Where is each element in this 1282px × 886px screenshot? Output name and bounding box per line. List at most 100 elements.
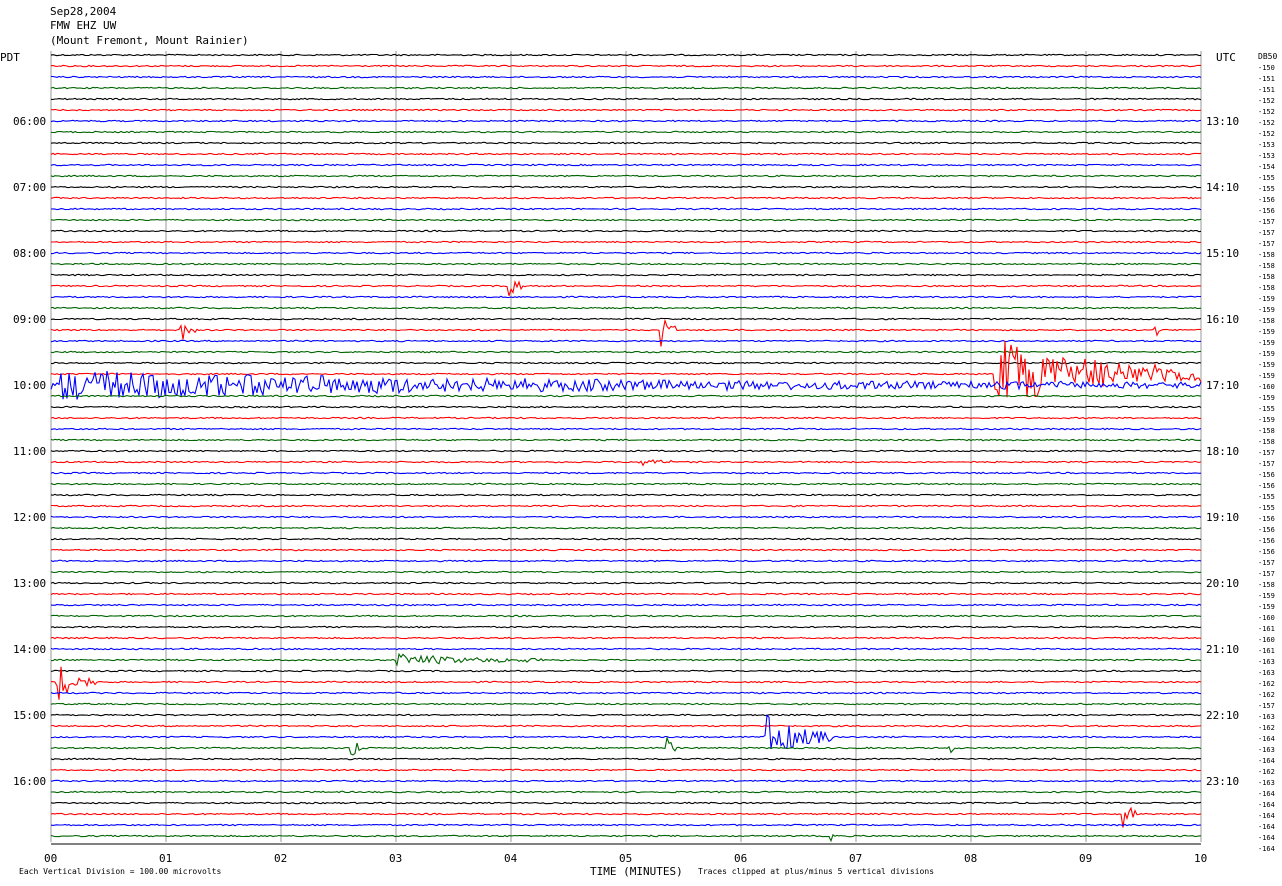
trace-line bbox=[50, 64, 1201, 68]
trace-line bbox=[50, 427, 1202, 431]
trace-line bbox=[50, 174, 1201, 178]
x-tick-label: 09 bbox=[1079, 852, 1092, 865]
trace-line bbox=[50, 141, 1202, 145]
db-value: -158 bbox=[1258, 262, 1275, 270]
trace-line bbox=[50, 801, 1202, 805]
db-value: -164 bbox=[1258, 735, 1275, 743]
db-value: -155 bbox=[1258, 405, 1275, 413]
db-value: -163 bbox=[1258, 746, 1275, 754]
left-time-label: 12:00 bbox=[13, 511, 46, 524]
trace-line bbox=[50, 240, 1202, 244]
right-time-label: 23:10 bbox=[1206, 775, 1239, 788]
trace-line bbox=[50, 713, 1202, 717]
db-value: -159 bbox=[1258, 306, 1275, 314]
trace-line bbox=[50, 273, 1202, 277]
trace-line bbox=[50, 614, 1202, 618]
trace-line bbox=[50, 317, 1202, 321]
trace-line bbox=[50, 625, 1202, 629]
db-value: -157 bbox=[1258, 229, 1275, 237]
trace-line bbox=[50, 207, 1202, 211]
db-value: -158 bbox=[1258, 581, 1275, 589]
right-time-label: 19:10 bbox=[1206, 511, 1239, 524]
db-value: -157 bbox=[1258, 702, 1275, 710]
left-time-label: 15:00 bbox=[13, 709, 46, 722]
db-value: -159 bbox=[1258, 603, 1275, 611]
trace-line bbox=[51, 735, 1202, 756]
x-tick-label: 01 bbox=[159, 852, 172, 865]
db-value: -152 bbox=[1258, 108, 1275, 116]
db-value: -158 bbox=[1258, 427, 1275, 435]
db-value: -152 bbox=[1258, 119, 1275, 127]
db-value: -156 bbox=[1258, 526, 1275, 534]
left-time-label: 10:00 bbox=[13, 379, 46, 392]
trace-line bbox=[50, 152, 1202, 156]
trace-line bbox=[50, 306, 1202, 310]
db-value: -159 bbox=[1258, 394, 1275, 402]
trace-line bbox=[50, 636, 1202, 640]
trace-line bbox=[50, 229, 1202, 233]
left-time-label: 16:00 bbox=[13, 775, 46, 788]
trace-line bbox=[50, 757, 1201, 761]
db-value: -157 bbox=[1258, 218, 1275, 226]
db-value: -164 bbox=[1258, 834, 1275, 842]
db-value: -158 bbox=[1258, 273, 1275, 281]
x-tick-label: 03 bbox=[389, 852, 402, 865]
trace-line bbox=[50, 806, 1202, 828]
right-time-label: 13:10 bbox=[1206, 115, 1239, 128]
right-time-label: 20:10 bbox=[1206, 577, 1239, 590]
trace-line bbox=[50, 130, 1202, 134]
db-value: -161 bbox=[1258, 647, 1275, 655]
db-value: -156 bbox=[1258, 207, 1275, 215]
db-unit-label: DB50 bbox=[1258, 52, 1277, 61]
trace-line bbox=[50, 394, 1202, 398]
db-value: -159 bbox=[1258, 592, 1275, 600]
trace-line bbox=[50, 603, 1202, 607]
trace-line bbox=[50, 405, 1202, 409]
db-value: -163 bbox=[1258, 779, 1275, 787]
trace-line bbox=[50, 449, 1202, 453]
trace-line bbox=[50, 262, 1202, 266]
trace-line bbox=[51, 504, 1202, 508]
clip-note: Traces clipped at plus/minus 5 vertical … bbox=[698, 867, 934, 876]
db-value: -159 bbox=[1258, 350, 1275, 358]
db-value: -159 bbox=[1258, 339, 1275, 347]
db-value: -158 bbox=[1258, 251, 1275, 259]
trace-line bbox=[50, 459, 1202, 467]
db-value-labels: -150 -151 -151 -152 -152 -152 -152 -153 -153 -154… bbox=[1258, 64, 1275, 853]
left-time-label: 11:00 bbox=[13, 445, 46, 458]
db-value: -150 bbox=[1258, 64, 1275, 72]
trace-line bbox=[50, 471, 1202, 475]
right-time-label: 18:10 bbox=[1206, 445, 1239, 458]
db-value: -153 bbox=[1258, 141, 1275, 149]
trace-line bbox=[50, 570, 1202, 574]
x-axis: 00 01 02 03 04 05 06 07 08 09 10 bbox=[44, 843, 1207, 865]
db-value: -156 bbox=[1258, 548, 1275, 556]
db-value: -164 bbox=[1258, 757, 1275, 765]
left-time-label: 14:00 bbox=[13, 643, 46, 656]
db-value: -159 bbox=[1258, 361, 1275, 369]
db-value: -160 bbox=[1258, 614, 1275, 622]
x-tick-label: 06 bbox=[734, 852, 747, 865]
db-value: -157 bbox=[1258, 240, 1275, 248]
db-value: -160 bbox=[1258, 636, 1275, 644]
db-value: -152 bbox=[1258, 97, 1275, 105]
left-time-label: 09:00 bbox=[13, 313, 46, 326]
station-location: (Mount Fremont, Mount Rainier) bbox=[50, 34, 249, 47]
trace-line bbox=[50, 416, 1202, 420]
trace-line bbox=[50, 119, 1202, 123]
trace-line bbox=[51, 251, 1202, 255]
db-value: -158 bbox=[1258, 438, 1275, 446]
trace-line bbox=[50, 108, 1202, 112]
db-value: -157 bbox=[1258, 460, 1275, 468]
db-value: -154 bbox=[1258, 163, 1275, 171]
trace-line bbox=[50, 768, 1202, 772]
trace-line bbox=[51, 652, 1202, 667]
db-value: -162 bbox=[1258, 691, 1275, 699]
trace-line bbox=[50, 163, 1202, 167]
trace-line bbox=[50, 526, 1202, 530]
trace-line bbox=[50, 295, 1202, 299]
trace-line bbox=[50, 318, 1202, 347]
db-value: -164 bbox=[1258, 823, 1275, 831]
trace-line bbox=[50, 702, 1202, 706]
